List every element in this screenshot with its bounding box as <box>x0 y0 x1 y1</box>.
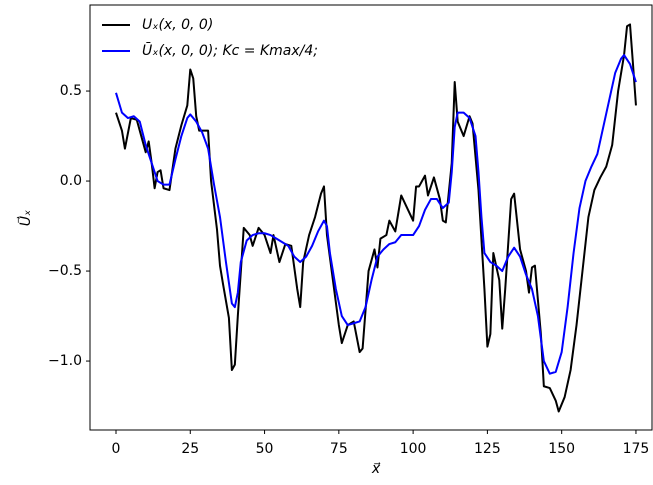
legend-label: Ūₓ(x, 0, 0); Kc = Kmax/4; <box>142 42 318 59</box>
x-tick-label: 0 <box>112 441 121 457</box>
plot-frame <box>89 4 653 431</box>
legend-label: Uₓ(x, 0, 0) <box>142 17 213 33</box>
x-tick-label: 25 <box>181 441 199 457</box>
x-tick-label: 125 <box>474 441 501 457</box>
y-tick-label: 0.5 <box>60 83 82 99</box>
y-tick-label: −1.0 <box>48 353 82 369</box>
y-tick-label: −0.5 <box>48 263 82 279</box>
y-tick-label: 0.0 <box>60 173 82 189</box>
x-axis-label: x⃗ <box>371 461 381 477</box>
x-tick-label: 50 <box>256 441 274 457</box>
line-series <box>115 54 637 375</box>
x-tick-label: 150 <box>548 441 575 457</box>
x-tick-label: 175 <box>623 441 650 457</box>
y-axis-label: U⃗ₓ <box>16 210 34 226</box>
line-series <box>115 23 637 413</box>
x-tick-label: 75 <box>330 441 348 457</box>
x-tick-label: 100 <box>400 441 427 457</box>
